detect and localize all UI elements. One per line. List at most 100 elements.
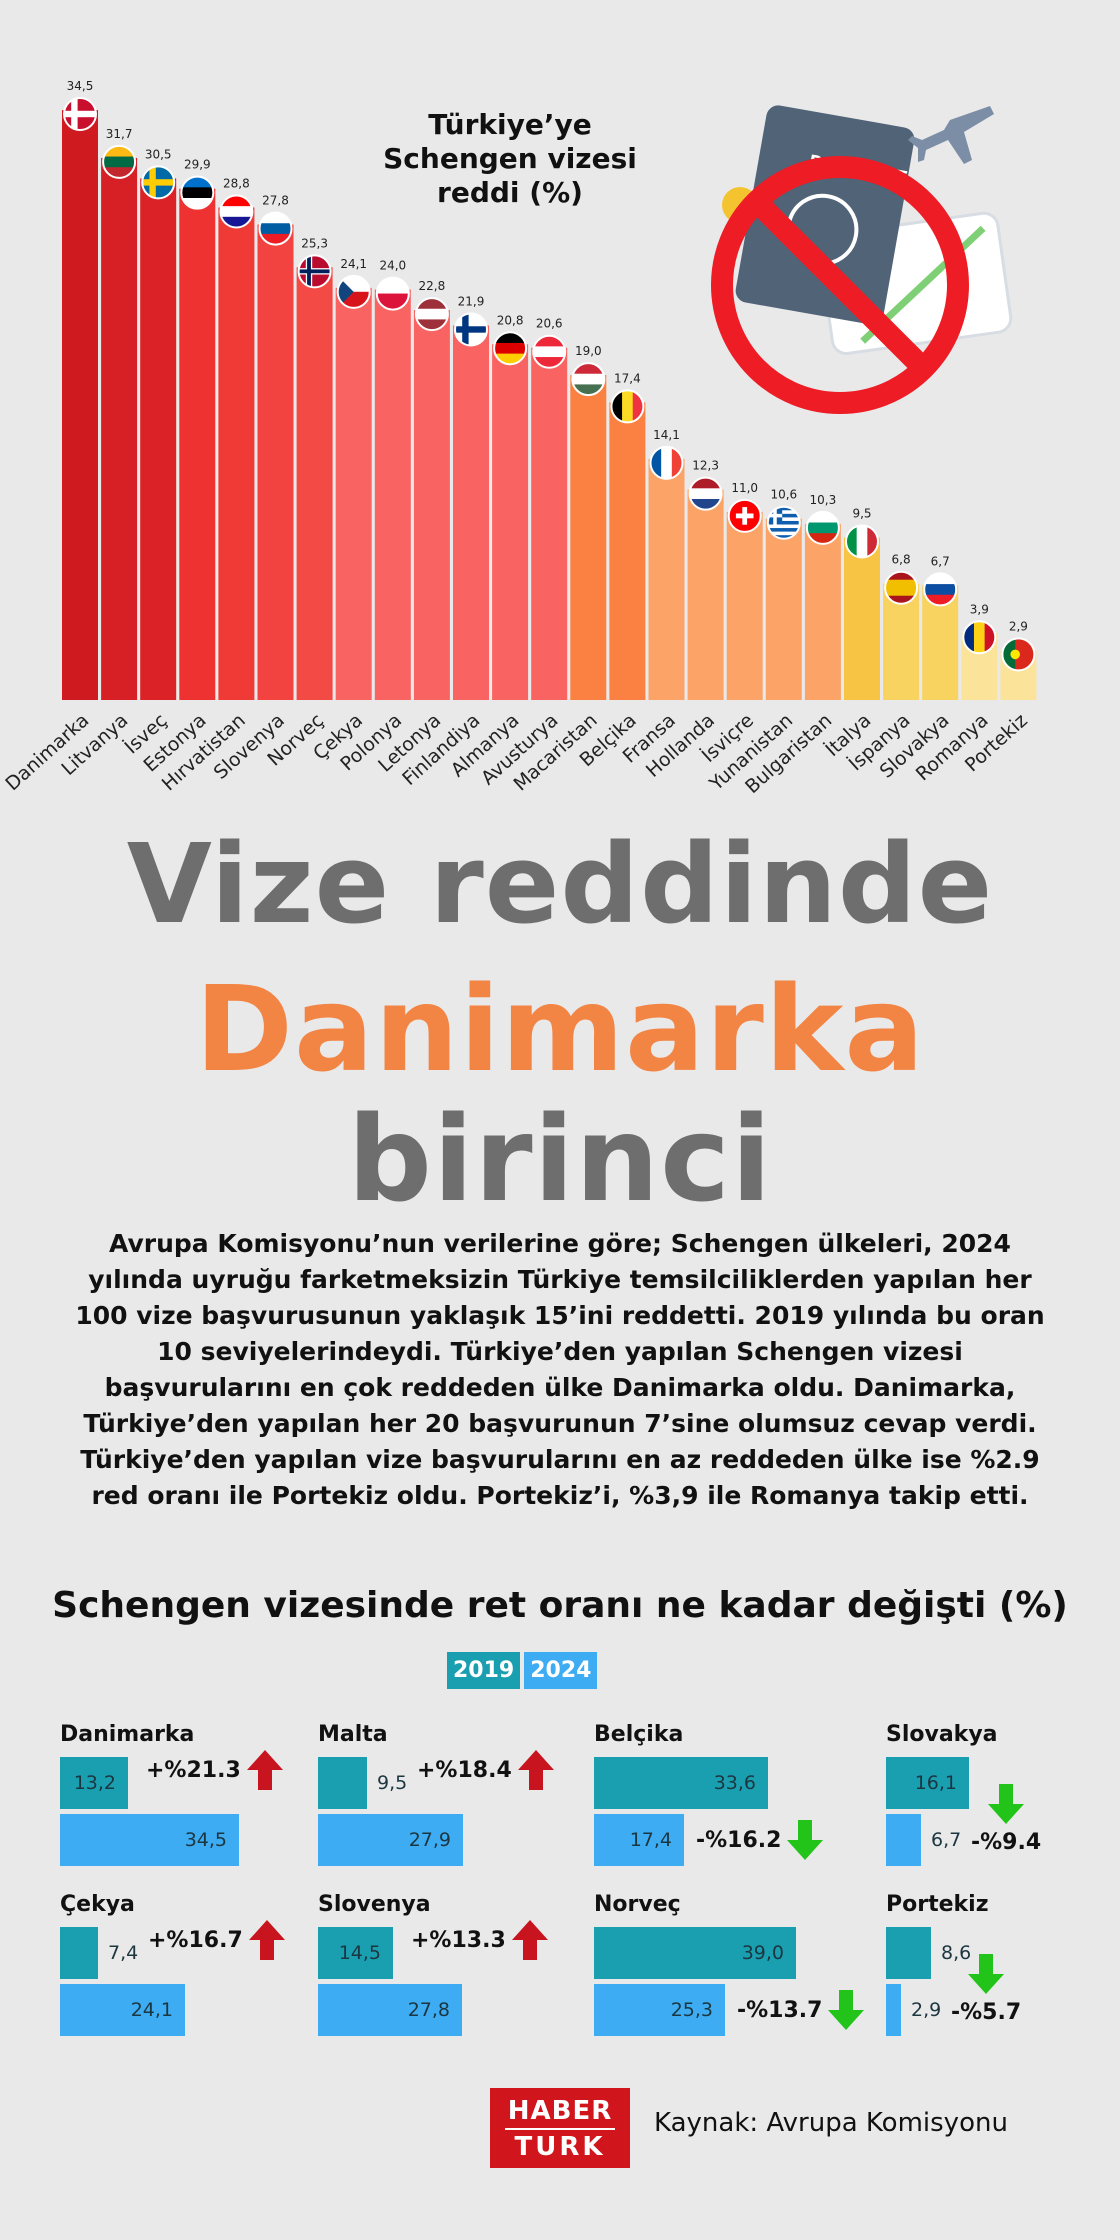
legend: 2019 2024 [447,1652,598,1689]
legend-2024: 2024 [524,1652,598,1689]
headline-line1: Vize reddinde [126,820,994,948]
change-chart-title: Schengen vizesinde ret oranı ne kadar de… [52,1585,1068,1626]
bar-17 [687,489,724,700]
change-value: +%13.3 [411,1918,550,1962]
value-label: 6,7 [931,554,950,568]
down-arrow-icon [988,1784,1025,1824]
card-country: Portekiz [886,1892,989,1917]
flag-norway-icon [297,254,332,289]
bar-12 [492,344,529,700]
flag-hungary-icon [571,362,606,397]
body-paragraph: Avrupa Komisyonu’nun verilerine göre; Sc… [75,1229,1045,1510]
value-label: 3,9 [970,602,989,616]
bar-2019: 39,0 [594,1927,796,1979]
flag-belgium-icon [610,389,645,424]
card-country: Slovenya [318,1892,431,1917]
change-value: -%13.7 [737,1988,866,2032]
flag-czechia-icon [336,274,371,309]
card-country: Malta [318,1722,388,1747]
value-label: 29,9 [184,158,211,172]
flag-bulgaria-icon [805,510,840,545]
flag-slovenia-icon [258,211,293,246]
bar-20 [804,523,841,700]
flag-poland-icon [375,276,410,311]
bar-16 [648,458,685,700]
flag-latvia-icon [414,297,449,332]
headline-line2: Danimarka [195,960,925,1098]
bar-2 [101,157,138,701]
bar-10 [413,310,450,700]
bar-11 [453,325,489,700]
change-value: +%21.3 [146,1748,285,1792]
card-country: Danimarka [60,1722,195,1747]
bar-6 [257,224,294,700]
flag-estonia-icon [180,175,215,210]
value-label: 10,3 [810,493,837,507]
value-label: 11,0 [731,481,758,495]
card-country: Norveç [594,1892,681,1917]
bar-14 [570,375,607,700]
down-arrow-icon [787,1820,824,1860]
bar-18 [726,511,763,700]
up-arrow-icon [511,1920,548,1960]
value-label: 24,0 [379,259,406,273]
change-card: Belçika 33,6 17,4 -%16.2 [594,1722,854,1872]
up-arrow-icon [248,1920,285,1960]
bar-2019: 16,1 [886,1757,969,1809]
bar-2019: 9,5 [318,1757,407,1809]
bar-2024: 17,4 [594,1814,684,1866]
change-card: Slovenya 14,5 27,8 +%13.3 [318,1892,578,2042]
flag-croatia-icon [219,194,254,229]
change-value: +%18.4 [417,1748,556,1792]
flag-austria-icon [532,334,567,369]
flag-portugal-icon [1001,637,1036,672]
value-label: 6,8 [892,553,911,567]
flag-denmark-icon [63,97,97,131]
flag-slovakia-icon [923,572,958,607]
bar-2019: 14,5 [318,1927,393,1979]
rejection-rate-chart: 34,5Danimarka31,7Litvanya30,5İsveç29,9Es… [1,79,1037,798]
change-card: Çekya 7,4 24,1 +%16.7 [60,1892,320,2042]
bar-7 [296,267,333,700]
value-label: 21,9 [458,294,485,308]
bar-4 [179,188,216,700]
flag-lithuania-icon [102,144,137,179]
flag-switzerland-icon [727,498,762,533]
down-arrow-icon [968,1954,1005,1994]
flag-greece-icon [766,505,801,540]
change-card: Malta 9,5 27,9 +%18.4 [318,1722,578,1872]
value-label: 17,4 [614,371,641,385]
down-arrow-icon [828,1990,865,2030]
change-value: -%9.4 [971,1782,1041,1855]
bar-2019: 13,2 [60,1757,128,1809]
flag-romania-icon [962,620,997,655]
value-label: 20,6 [536,317,563,331]
headline-line3: birinci [347,1090,773,1228]
change-card: Slovakya 16,1 6,7 -%9.4 [886,1722,1120,1872]
bar-2024: 25,3 [594,1984,725,2036]
bar-5 [218,207,255,700]
flag-netherlands-icon [688,476,723,511]
haberturk-logo: HABER TURK [490,2088,630,2168]
flag-sweden-icon [141,165,176,200]
value-label: 12,3 [692,459,719,473]
change-value: +%16.7 [148,1918,287,1962]
bar-2019: 8,6 [886,1927,971,1979]
bar-15 [609,402,646,700]
no-entry-passport-icon: PASSPORT [711,105,1013,414]
chart-title: Türkiye’ye Schengen vizesi reddi (%) [383,108,637,209]
value-label: 19,0 [575,344,602,358]
flag-italy-icon [845,524,879,559]
change-card: Danimarka 13,2 34,5 +%21.3 [60,1722,320,1872]
bar-3 [140,178,177,701]
legend-2019: 2019 [447,1652,521,1689]
change-card: Norveç 39,0 25,3 -%13.7 [594,1892,865,2042]
bar-1 [62,110,98,700]
change-card: Portekiz 8,6 2,9 -%5.7 [886,1892,1120,2042]
value-label: 20,8 [497,313,524,327]
card-country: Slovakya [886,1722,998,1747]
bar-2024: 24,1 [60,1984,185,2036]
flag-france-icon [649,445,684,480]
bar-19 [765,518,802,700]
value-label: 14,1 [653,428,680,442]
